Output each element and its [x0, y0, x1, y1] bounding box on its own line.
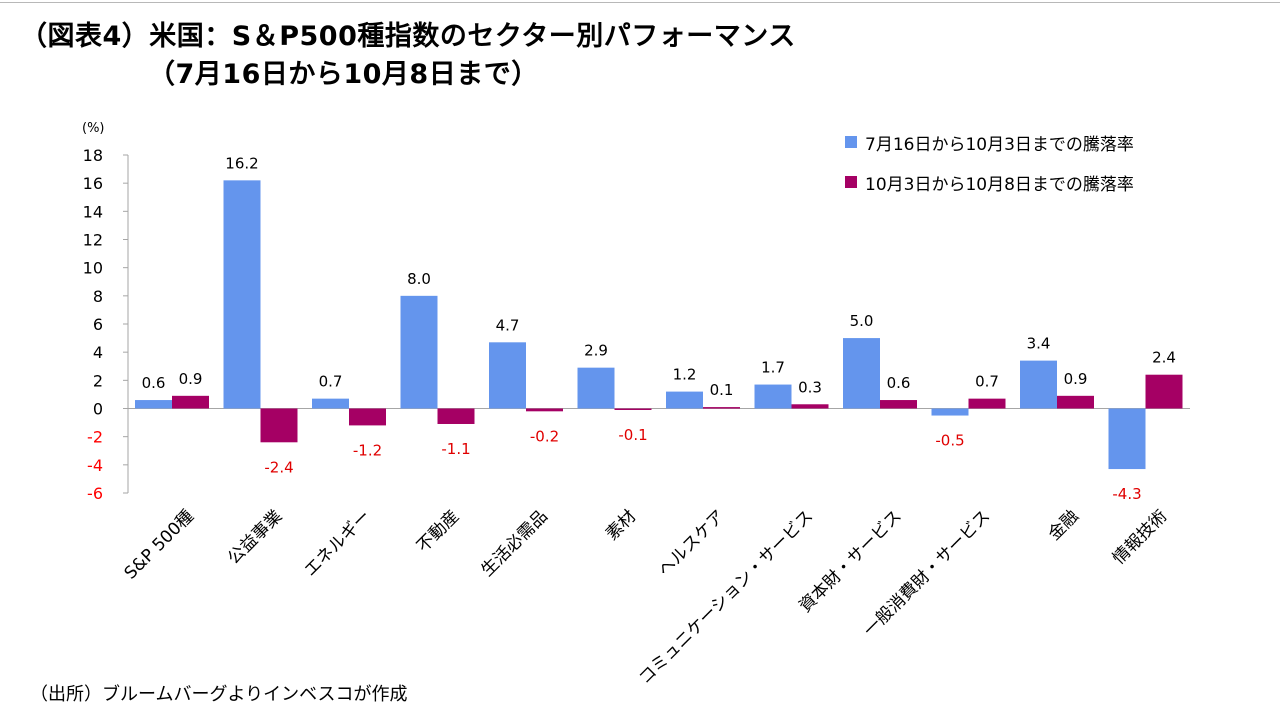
- data-label-series-1: 0.7: [319, 373, 343, 391]
- title-line-1: （図表4）米国：S＆P500種指数のセクター別パフォーマンス: [20, 21, 796, 52]
- bar-series-1: [223, 180, 261, 409]
- data-label-series-2: 0.1: [710, 381, 734, 399]
- legend-item-series-1: 7月16日から10月3日までの騰落率: [845, 128, 1134, 156]
- y-tick-label: 16: [83, 174, 103, 193]
- y-tick-label: -4: [87, 456, 103, 475]
- bar-series-2: [349, 408, 386, 426]
- bar-series-2: [260, 408, 298, 443]
- data-label-series-1: 1.7: [761, 359, 785, 377]
- y-tick-label: 10: [83, 259, 103, 278]
- legend-label-series-1: 7月16日から10月3日までの騰落率: [865, 134, 1134, 155]
- y-tick-label: 8: [93, 287, 103, 306]
- data-label-series-2: 0.7: [975, 373, 999, 391]
- data-label-series-2: 2.4: [1152, 349, 1176, 367]
- data-label-series-1: 1.2: [673, 366, 697, 384]
- bar-series-1: [312, 398, 349, 409]
- bar-series-1: [843, 338, 880, 409]
- category-label: S&P 500種: [121, 506, 198, 583]
- bar-series-2: [437, 408, 475, 424]
- bar-series-1: [754, 384, 792, 409]
- y-tick-label: 14: [83, 202, 103, 221]
- bar-series-2: [880, 400, 917, 409]
- category-label: 不動産: [413, 506, 463, 556]
- data-label-series-2: -1.1: [441, 440, 470, 458]
- data-label-series-2: 0.9: [1064, 370, 1088, 388]
- bar-series-1: [135, 400, 172, 409]
- legend-swatch-series-1: [845, 136, 857, 148]
- y-tick-label: 0: [93, 400, 103, 419]
- bar-series-2: [703, 407, 740, 409]
- y-tick-label: 4: [93, 343, 103, 362]
- category-label: 情報技術: [1109, 506, 1171, 568]
- source-note: （出所）ブルームバーグよりインベスコが作成: [30, 684, 408, 705]
- y-tick-label: -2: [87, 428, 103, 447]
- data-label-series-2: -0.2: [530, 427, 559, 445]
- data-label-series-2: 0.6: [887, 374, 911, 392]
- data-label-series-1: 3.4: [1027, 335, 1051, 353]
- bar-series-1: [577, 367, 615, 409]
- y-tick-label: 18: [83, 146, 103, 165]
- data-label-series-1: 2.9: [584, 342, 608, 360]
- bar-series-1: [400, 295, 438, 409]
- data-label-series-1: 16.2: [225, 154, 258, 172]
- category-label: 生活必需品: [478, 506, 552, 580]
- bar-series-1: [1020, 360, 1057, 409]
- legend-swatch-series-2: [845, 176, 857, 188]
- chart-legend: 7月16日から10月3日までの騰落率 10月3日から10月8日までの騰落率: [845, 128, 1134, 208]
- data-label-series-1: 5.0: [850, 312, 874, 330]
- title-line-2: （7月16日から10月8日まで）: [148, 59, 539, 90]
- bar-series-2: [172, 395, 209, 409]
- data-label-series-1: 8.0: [407, 270, 431, 288]
- category-label: 公益事業: [224, 506, 286, 568]
- y-tick-label: 2: [93, 371, 103, 390]
- data-label-series-2: 0.3: [798, 378, 822, 396]
- bar-series-2: [1145, 374, 1183, 409]
- bar-series-1: [1108, 408, 1146, 470]
- category-label: ヘルスケア: [655, 506, 729, 580]
- category-label: 素材: [602, 506, 640, 544]
- bar-series-1: [931, 408, 969, 416]
- bar-series-2: [791, 404, 829, 409]
- y-tick-label: 6: [93, 315, 103, 334]
- data-label-series-1: -0.5: [935, 432, 964, 450]
- bar-series-2: [614, 408, 652, 410]
- data-label-series-2: -1.2: [353, 441, 382, 459]
- y-axis-unit-label: (%): [82, 121, 105, 136]
- data-label-series-1: 0.6: [142, 374, 166, 392]
- top-divider: [0, 2, 1280, 3]
- legend-label-series-2: 10月3日から10月8日までの騰落率: [865, 174, 1134, 195]
- category-label: コミュニケーション・サービス: [635, 506, 817, 688]
- bar-series-2: [526, 408, 563, 412]
- legend-item-series-2: 10月3日から10月8日までの騰落率: [845, 168, 1134, 196]
- y-tick-label: 12: [83, 231, 103, 250]
- y-tick-label: -6: [87, 484, 103, 503]
- data-label-series-2: 0.9: [179, 370, 203, 388]
- data-label-series-1: 4.7: [496, 316, 520, 334]
- data-label-series-2: -0.1: [618, 426, 647, 444]
- category-label: エネルギー: [301, 506, 375, 580]
- bar-series-2: [968, 398, 1006, 409]
- bar-series-1: [489, 342, 526, 409]
- data-label-series-2: -2.4: [264, 458, 293, 476]
- data-label-series-1: -4.3: [1112, 485, 1141, 503]
- page-title: （図表4）米国：S＆P500種指数のセクター別パフォーマンス （7月16日から10…: [20, 18, 796, 94]
- bar-series-1: [666, 391, 703, 409]
- bar-series-2: [1057, 395, 1094, 409]
- category-label: 金融: [1045, 506, 1083, 544]
